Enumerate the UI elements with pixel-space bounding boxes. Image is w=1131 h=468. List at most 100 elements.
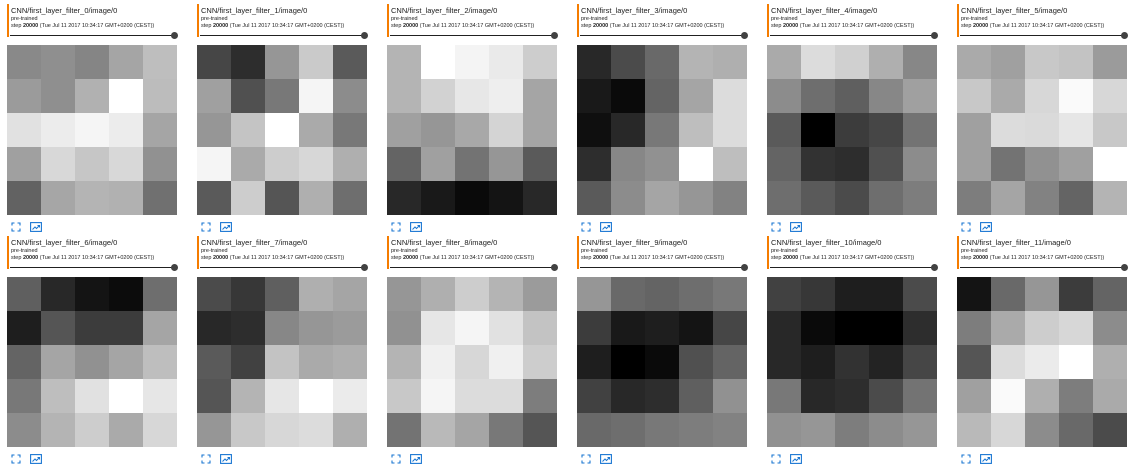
filter-pixel [299, 113, 333, 147]
fullscreen-icon[interactable] [581, 454, 591, 464]
step-time: (Tue Jul 11 2017 10:34:17 GMT+0200 (CEST… [419, 23, 535, 29]
filter-pixel [7, 45, 41, 79]
filter-pixel [611, 181, 645, 215]
fullscreen-icon[interactable] [201, 454, 211, 464]
slider-knob[interactable] [551, 32, 558, 39]
step-slider[interactable] [770, 32, 938, 39]
step-label: step [201, 255, 212, 261]
fullscreen-icon[interactable] [961, 222, 971, 232]
filter-pixel [835, 345, 869, 379]
fit-image-icon[interactable] [30, 222, 42, 232]
slider-knob[interactable] [931, 32, 938, 39]
filter-pixel [577, 311, 611, 345]
slider-knob[interactable] [741, 264, 748, 271]
slider-knob[interactable] [361, 32, 368, 39]
fullscreen-icon[interactable] [581, 222, 591, 232]
filter-pixel [991, 147, 1025, 181]
step-slider[interactable] [580, 264, 748, 271]
filter-pixel [611, 277, 645, 311]
filter-pixel [957, 147, 991, 181]
image-card: CNN/first_layer_filter_3/image/0 pre-trai… [577, 4, 749, 234]
fit-image-icon[interactable] [980, 454, 992, 464]
fullscreen-icon[interactable] [201, 222, 211, 232]
filter-pixel [679, 413, 713, 447]
step-slider[interactable] [10, 264, 178, 271]
run-name: pre-trained [771, 248, 798, 254]
step-slider[interactable] [960, 264, 1128, 271]
fullscreen-icon[interactable] [11, 454, 21, 464]
filter-pixel [801, 147, 835, 181]
fullscreen-icon[interactable] [961, 454, 971, 464]
filter-pixel [143, 181, 177, 215]
filter-pixel [41, 277, 75, 311]
filter-pixel [421, 277, 455, 311]
slider-knob[interactable] [1121, 32, 1128, 39]
slider-knob[interactable] [171, 264, 178, 271]
filter-pixel [197, 181, 231, 215]
filter-pixel [7, 113, 41, 147]
fit-image-icon[interactable] [220, 454, 232, 464]
filter-pixel [7, 277, 41, 311]
image-card: CNN/first_layer_filter_0/image/0 pre-trai… [7, 4, 179, 234]
filter-pixel [265, 379, 299, 413]
card-actions [771, 222, 802, 232]
filter-pixel [679, 45, 713, 79]
step-slider[interactable] [200, 264, 368, 271]
filter-pixel [713, 277, 747, 311]
filter-pixel [1059, 413, 1093, 447]
filter-pixel [7, 147, 41, 181]
fullscreen-icon[interactable] [11, 222, 21, 232]
step-slider[interactable] [10, 32, 178, 39]
filter-pixel [455, 277, 489, 311]
slider-knob[interactable] [931, 264, 938, 271]
fit-image-icon[interactable] [220, 222, 232, 232]
filter-pixel [299, 147, 333, 181]
fit-image-icon[interactable] [790, 454, 802, 464]
filter-pixel [41, 181, 75, 215]
filter-pixel [489, 277, 523, 311]
filter-pixel [231, 311, 265, 345]
step-value: 20000 [22, 255, 39, 261]
slider-knob[interactable] [361, 264, 368, 271]
filter-image [767, 277, 937, 447]
fit-image-icon[interactable] [410, 222, 422, 232]
fit-image-icon[interactable] [30, 454, 42, 464]
filter-pixel [1093, 311, 1127, 345]
fullscreen-icon[interactable] [771, 454, 781, 464]
slider-knob[interactable] [171, 32, 178, 39]
filter-pixel [645, 113, 679, 147]
filter-pixel [611, 79, 645, 113]
filter-pixel [455, 79, 489, 113]
fullscreen-icon[interactable] [771, 222, 781, 232]
filter-pixel [801, 345, 835, 379]
fit-image-icon[interactable] [790, 222, 802, 232]
filter-pixel [835, 413, 869, 447]
step-slider[interactable] [580, 32, 748, 39]
filter-pixel [1025, 45, 1059, 79]
card-header: CNN/first_layer_filter_3/image/0 pre-trai… [577, 4, 751, 37]
fit-image-icon[interactable] [980, 222, 992, 232]
step-slider[interactable] [390, 264, 558, 271]
fullscreen-icon[interactable] [391, 454, 401, 464]
step-info: step 20000 (Tue Jul 11 2017 10:34:17 GMT… [201, 23, 371, 30]
step-slider[interactable] [960, 32, 1128, 39]
filter-pixel [869, 345, 903, 379]
fit-image-icon[interactable] [410, 454, 422, 464]
fit-image-icon[interactable] [600, 222, 612, 232]
slider-knob[interactable] [1121, 264, 1128, 271]
run-name: pre-trained [11, 16, 38, 22]
slider-knob[interactable] [741, 32, 748, 39]
filter-pixel [645, 79, 679, 113]
step-slider[interactable] [390, 32, 558, 39]
filter-pixel [835, 277, 869, 311]
step-slider[interactable] [200, 32, 368, 39]
filter-pixel [41, 79, 75, 113]
card-header: CNN/first_layer_filter_10/image/0 pre-tra… [767, 236, 941, 269]
fit-image-icon[interactable] [600, 454, 612, 464]
fullscreen-icon[interactable] [391, 222, 401, 232]
step-slider[interactable] [770, 264, 938, 271]
filter-pixel [869, 413, 903, 447]
filter-pixel [299, 79, 333, 113]
filter-pixel [1093, 45, 1127, 79]
slider-knob[interactable] [551, 264, 558, 271]
